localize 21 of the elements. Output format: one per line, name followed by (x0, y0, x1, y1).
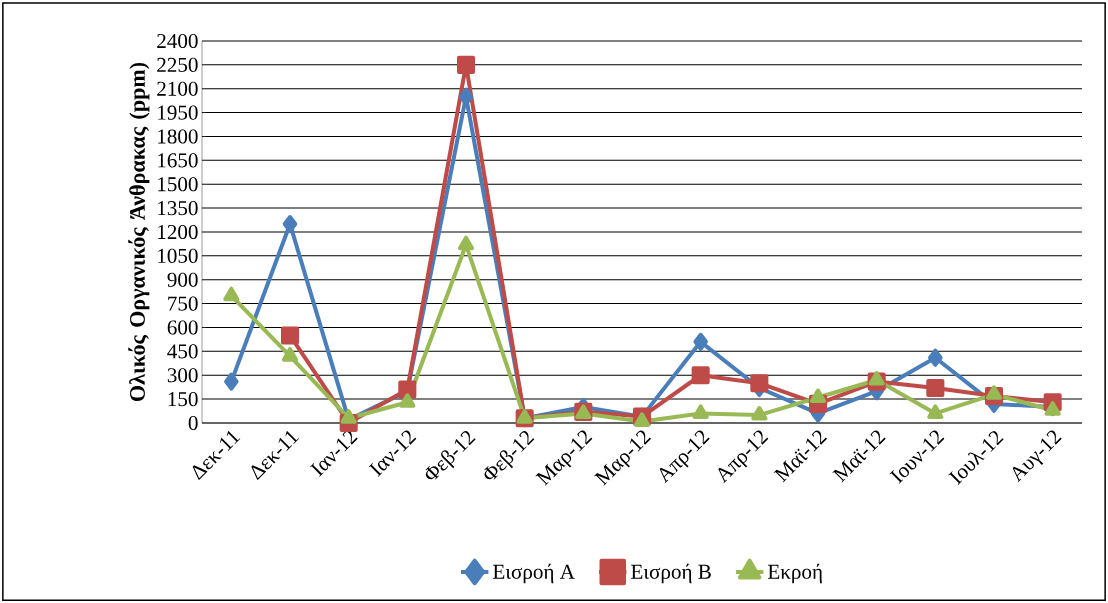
y-tick-label: 450 (167, 344, 198, 359)
y-tick-label: 1650 (158, 153, 198, 168)
y-tick-label: 0 (188, 415, 198, 431)
y-tick-label: 750 (168, 296, 198, 311)
y-tick-label: 1800 (158, 129, 198, 144)
y-tick-label: 2250 (157, 57, 198, 72)
y-tick-label: 150 (168, 392, 198, 407)
legend-label: Εισροή Β (631, 563, 711, 584)
y-tick-label: 2100 (157, 81, 198, 96)
y-tick-label: 2400 (157, 33, 198, 49)
legend-label: Εκροή (768, 563, 822, 584)
y-tick-label: 1950 (158, 105, 198, 120)
y-axis-title: Ολικός Οργανικός Άνθρακας (ppm) (128, 62, 150, 401)
y-tick-label: 1500 (158, 177, 198, 192)
y-tick-label: 600 (167, 320, 198, 335)
y-tick-label: 300 (167, 368, 198, 383)
y-tick-label: 1050 (158, 248, 198, 263)
y-tick-label: 1350 (158, 201, 198, 216)
y-tick-label: 900 (167, 272, 198, 287)
legend-label: Εισροή Α (493, 563, 575, 584)
y-tick-label: 1200 (158, 224, 198, 240)
